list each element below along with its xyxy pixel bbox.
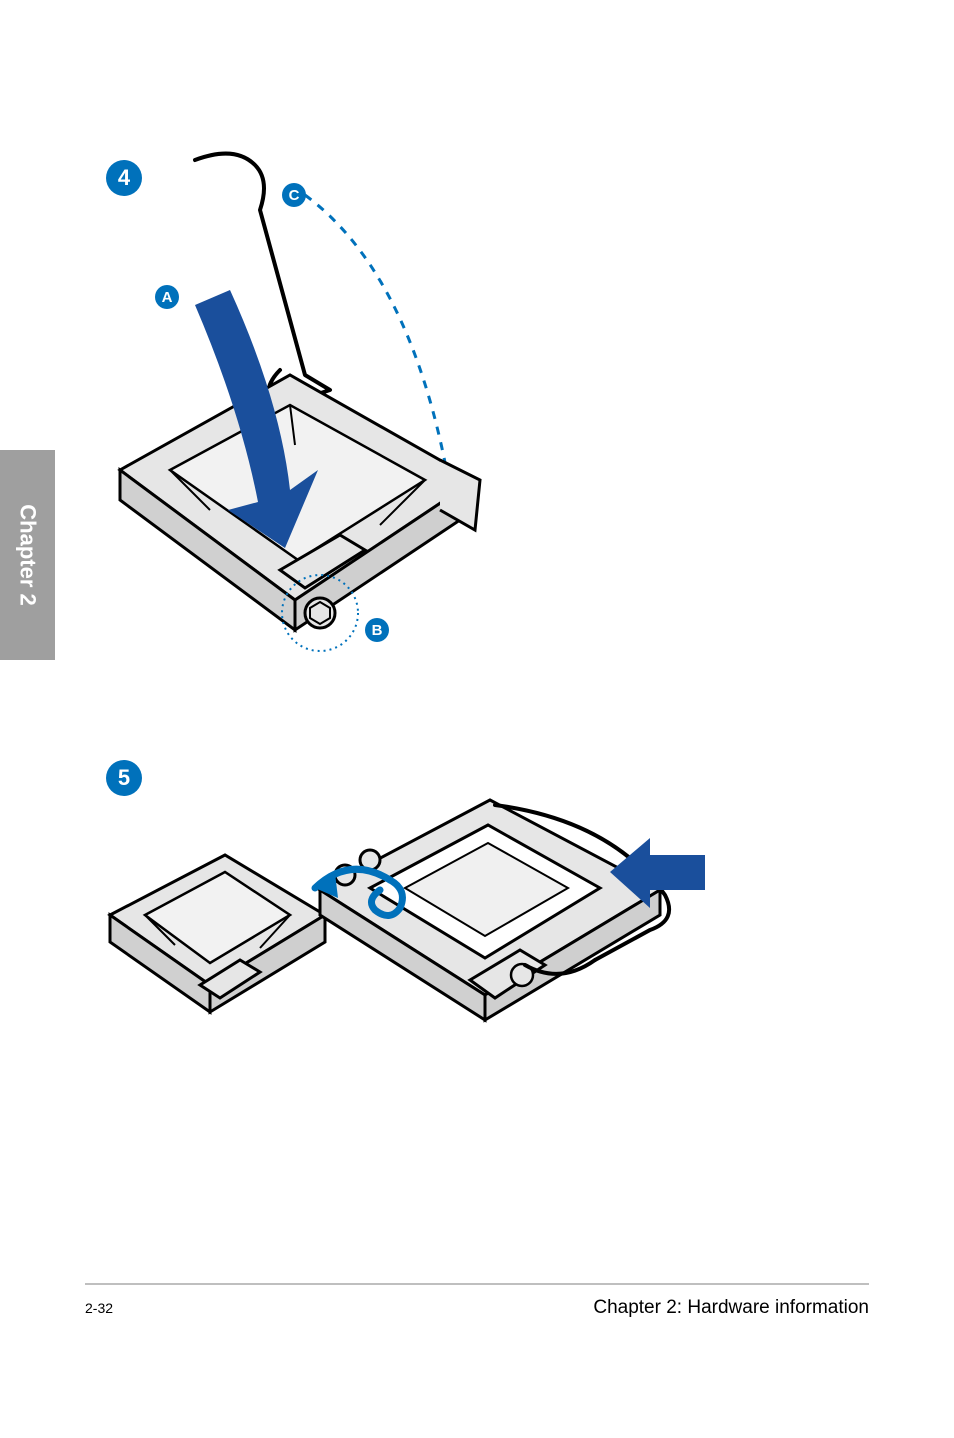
socket-lever-raised: [195, 154, 330, 408]
footer-chapter-title: Chapter 2: Hardware information: [593, 1297, 869, 1319]
side-tab-label: Chapter 2: [15, 504, 41, 605]
ejected-cover: [110, 855, 325, 1012]
page-number: 2-32: [85, 1300, 113, 1316]
chapter-side-tab: Chapter 2: [0, 450, 55, 660]
figure-4-cpu-socket-close: [80, 130, 500, 690]
footer-divider: [85, 1283, 869, 1285]
figure-5-cover-eject: [90, 760, 710, 1100]
